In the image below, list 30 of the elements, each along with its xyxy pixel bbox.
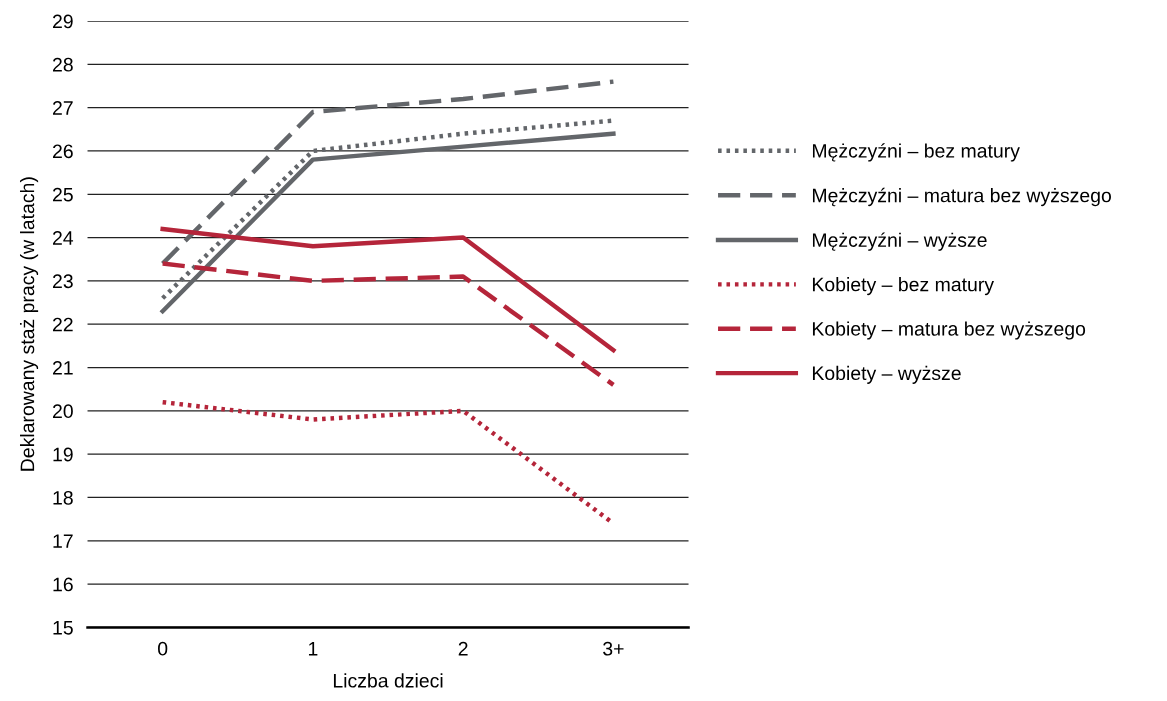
legend-label: Kobiety – bez matury xyxy=(812,277,994,296)
y-tick-label: 26 xyxy=(52,144,73,159)
x-tick-label: 1 xyxy=(308,642,318,656)
line-series xyxy=(160,226,616,353)
x-tick-label: 0 xyxy=(158,641,168,656)
legend-label: Mężczyźni – bez matury xyxy=(812,143,1020,162)
line-series xyxy=(160,261,616,388)
y-tick-label: 29 xyxy=(52,14,73,29)
x-tick-label: 3+ xyxy=(603,641,624,656)
legend-label: Mężczyźni – wyższe xyxy=(812,232,987,251)
y-tick-label: 19 xyxy=(53,447,73,462)
y-tick-label: 22 xyxy=(52,317,73,332)
y-tick-label: 21 xyxy=(52,360,73,375)
y-tick-label: 20 xyxy=(52,404,73,419)
x-tick-label: 2 xyxy=(458,641,468,656)
legend-label: Kobiety – wyższe xyxy=(812,365,961,384)
legend-label: Kobiety – matura bez wyższego xyxy=(812,321,1086,340)
line-series xyxy=(160,79,616,266)
y-tick-label: 23 xyxy=(52,274,73,289)
legend-label: Mężczyźni – matura bez wyższego xyxy=(812,187,1111,207)
y-tick-label: 27 xyxy=(52,101,73,115)
y-tick-label: 15 xyxy=(53,621,73,635)
y-tick-label: 28 xyxy=(52,57,73,72)
x-axis-title: Liczba dzieci xyxy=(333,673,443,688)
y-axis-title: Deklarowany staż pracy (w latach) xyxy=(20,177,39,471)
y-tick-label: 18 xyxy=(53,490,73,505)
y-tick-label: 24 xyxy=(52,231,74,245)
y-tick-label: 16 xyxy=(53,577,73,592)
y-tick-label: 25 xyxy=(52,187,73,202)
y-tick-label: 17 xyxy=(53,534,73,548)
